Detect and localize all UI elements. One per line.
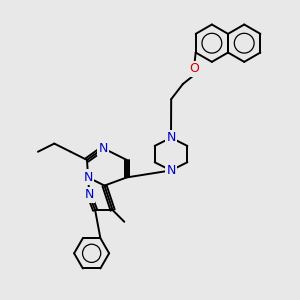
Text: N: N bbox=[166, 131, 176, 144]
Text: N: N bbox=[166, 164, 176, 177]
Text: O: O bbox=[190, 62, 200, 75]
Text: N: N bbox=[83, 171, 93, 184]
Text: N: N bbox=[99, 142, 108, 155]
Text: N: N bbox=[85, 188, 94, 201]
